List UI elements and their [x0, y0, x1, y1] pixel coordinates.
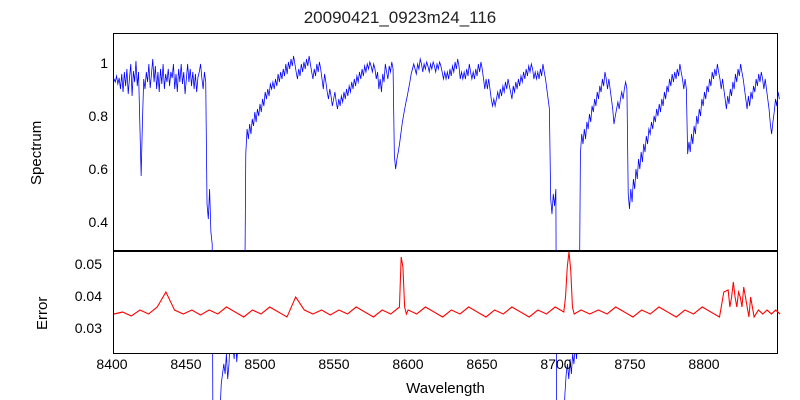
- xtick-8800: 8800: [684, 356, 724, 372]
- spectrum-ytick-0.6: 0.6: [68, 161, 108, 177]
- spectrum-error-chart: 20090421_0923m24_116 1 0.8 0.6 0.4 0.05 …: [0, 0, 800, 400]
- error-line-svg: [114, 252, 779, 355]
- xtick-8500: 8500: [240, 356, 280, 372]
- xtick-8550: 8550: [314, 356, 354, 372]
- spectrum-plot-area: [113, 33, 778, 251]
- wavelength-axis-title: Wavelength: [113, 380, 778, 397]
- xtick-8600: 8600: [388, 356, 428, 372]
- spectrum-axis-title: Spectrum: [28, 121, 45, 185]
- chart-title: 20090421_0923m24_116: [0, 8, 800, 28]
- spectrum-ytick-0.4: 0.4: [68, 214, 108, 230]
- spectrum-line-svg: [114, 34, 779, 252]
- error-plot-area: [113, 251, 778, 354]
- xtick-8650: 8650: [462, 356, 502, 372]
- xtick-8450: 8450: [166, 356, 206, 372]
- error-ytick-0.03: 0.03: [62, 320, 102, 336]
- xtick-8750: 8750: [610, 356, 650, 372]
- error-axis-title: Error: [34, 297, 51, 330]
- error-ytick-0.04: 0.04: [62, 288, 102, 304]
- error-ytick-0.05: 0.05: [62, 256, 102, 272]
- xtick-8400: 8400: [92, 356, 132, 372]
- spectrum-ytick-0.8: 0.8: [68, 108, 108, 124]
- error-data-line: [114, 252, 780, 317]
- xtick-8700: 8700: [536, 356, 576, 372]
- spectrum-ytick-1.0: 1: [68, 55, 108, 71]
